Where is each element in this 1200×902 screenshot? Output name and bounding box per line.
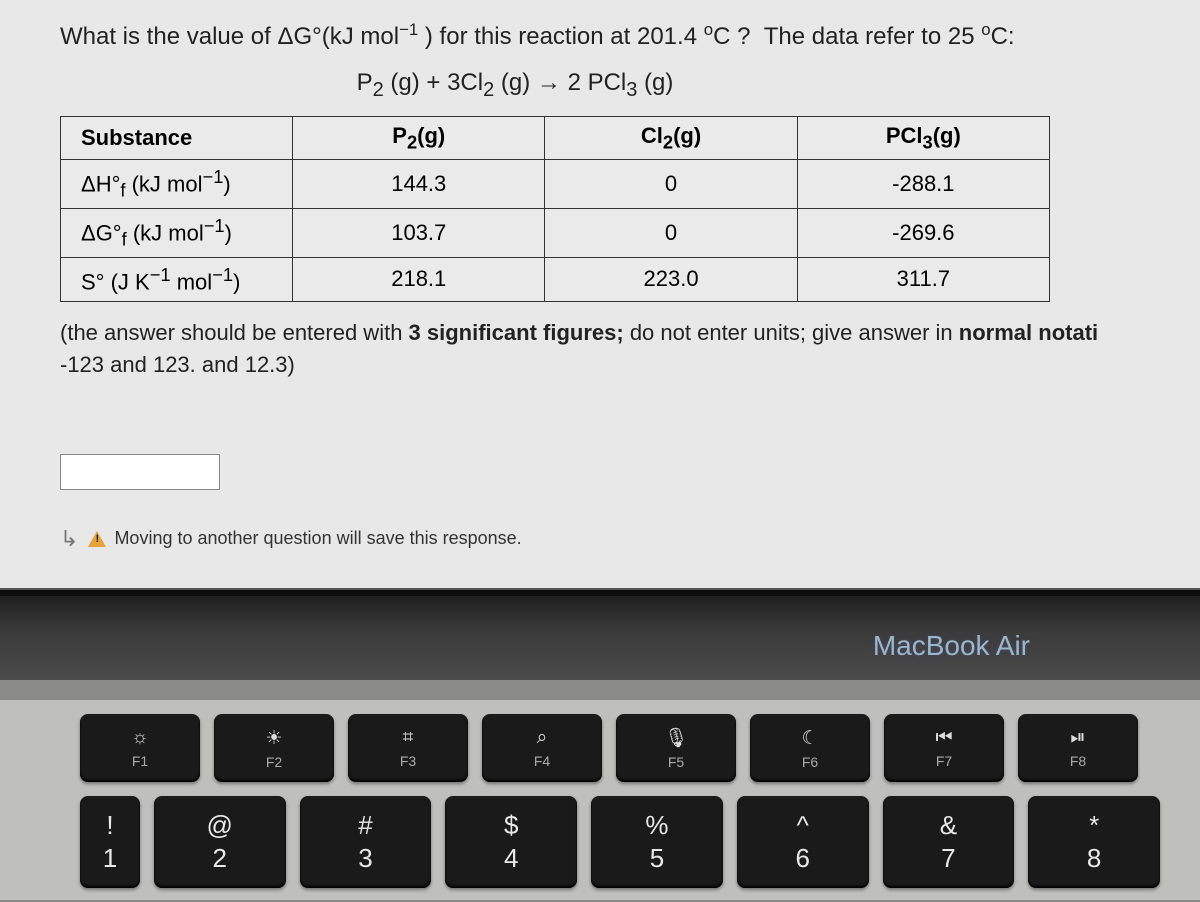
key-6[interactable]: ^6: [737, 796, 869, 888]
key-4[interactable]: $4: [445, 796, 577, 888]
key-f5[interactable]: 🎙F5: [616, 714, 736, 782]
col-cl2: Cl2(g): [545, 116, 797, 159]
prev-track-icon: ⏮: [935, 727, 952, 749]
key-8[interactable]: *8: [1028, 796, 1160, 888]
function-key-row: ☼F1☀F2⌗F3⌕F4🎙F5☾F6⏮F7⏯F8: [0, 714, 1200, 796]
key-7[interactable]: &7: [883, 796, 1015, 888]
col-p2: P2(g): [293, 116, 545, 159]
key-exclaim[interactable]: !1: [80, 796, 140, 888]
brightness-down-icon: ☼: [131, 727, 148, 749]
mission-control-icon: ⌗: [403, 727, 414, 749]
key-f6[interactable]: ☾F6: [750, 714, 870, 782]
brightness-up-icon: ☀: [265, 727, 282, 750]
key-f8[interactable]: ⏯F8: [1018, 714, 1138, 782]
key-f4[interactable]: ⌕F4: [482, 714, 602, 782]
thermo-data-table: Substance P2(g) Cl2(g) PCl3(g) ΔH°f (kJ …: [60, 116, 1050, 302]
answer-input[interactable]: [60, 454, 220, 490]
key-3[interactable]: #3: [300, 796, 432, 888]
number-key-row: !1 @2#3$4%5^6&7*8: [0, 796, 1200, 902]
question-text: What is the value of ΔG°(kJ mol−1 ) for …: [60, 20, 1190, 51]
reaction-equation: P2 (g) + 3Cl2 (g) → 2 PCl3 (g): [60, 69, 1190, 102]
table-row: ΔG°f (kJ mol−1) 103.7 0 -269.6: [61, 208, 1050, 257]
col-pcl3: PCl3(g): [797, 116, 1049, 159]
warning-icon: [88, 531, 106, 547]
arrow-icon: ↳: [60, 526, 78, 552]
laptop-brand: MacBook Air: [873, 630, 1030, 662]
answer-instruction: (the answer should be entered with 3 sig…: [60, 320, 1190, 346]
key-f3[interactable]: ⌗F3: [348, 714, 468, 782]
table-row: S° (J K−1 mol−1) 218.1 223.0 311.7: [61, 257, 1050, 301]
quiz-screen: What is the value of ΔG°(kJ mol−1 ) for …: [0, 0, 1200, 590]
save-warning: ↳ Moving to another question will save t…: [60, 526, 1190, 552]
keyboard: ☼F1☀F2⌗F3⌕F4🎙F5☾F6⏮F7⏯F8 !1 @2#3$4%5^6&7…: [0, 700, 1200, 900]
play-pause-icon: ⏯: [1070, 727, 1085, 749]
key-f2[interactable]: ☀F2: [214, 714, 334, 782]
col-substance: Substance: [61, 116, 293, 159]
mic-icon: 🎙: [664, 726, 688, 750]
key-f1[interactable]: ☼F1: [80, 714, 200, 782]
key-f7[interactable]: ⏮F7: [884, 714, 1004, 782]
search-icon: ⌕: [537, 727, 548, 749]
dnd-icon: ☾: [801, 727, 818, 750]
key-2[interactable]: @2: [154, 796, 286, 888]
answer-instruction-line2: -123 and 123. and 12.3): [60, 352, 1190, 378]
table-row: ΔH°f (kJ mol−1) 144.3 0 -288.1: [61, 160, 1050, 209]
key-5[interactable]: %5: [591, 796, 723, 888]
table-header-row: Substance P2(g) Cl2(g) PCl3(g): [61, 116, 1050, 159]
